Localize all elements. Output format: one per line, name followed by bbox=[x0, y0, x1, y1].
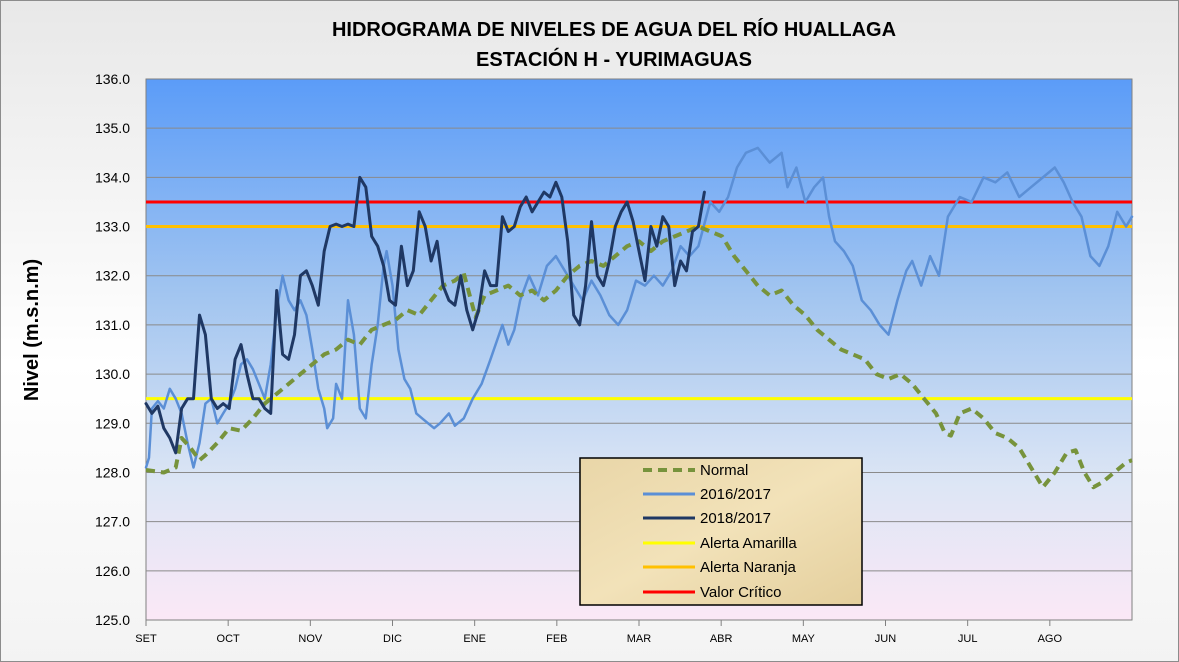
y-tick-label: 125.0 bbox=[95, 612, 130, 628]
legend-label-2016-2017: 2016/2017 bbox=[700, 486, 771, 503]
x-axis-ticks: SET OCT NOV DIC ENE FEB MAR ABR MAY JUN JUL AGO bbox=[135, 620, 1062, 645]
y-axis-label: Nivel (m.s.n.m) bbox=[21, 259, 43, 401]
x-tick-label: FEB bbox=[546, 633, 567, 645]
legend-label-2018-2017: 2018/2017 bbox=[700, 510, 771, 527]
y-tick-label: 126.0 bbox=[95, 563, 130, 579]
x-tick-label: MAY bbox=[792, 633, 816, 645]
legend: Normal 2016/2017 2018/2017 Alerta Amaril… bbox=[579, 457, 863, 606]
x-tick-label: DIC bbox=[383, 633, 402, 645]
legend-label-alerta-naranja: Alerta Naranja bbox=[700, 559, 797, 576]
legend-box bbox=[579, 457, 863, 606]
x-tick-label: AGO bbox=[1038, 633, 1063, 645]
x-tick-label: SET bbox=[135, 633, 157, 645]
y-axis-ticks: 125.0 126.0 127.0 128.0 129.0 130.0 131.0 132.0… bbox=[95, 71, 130, 628]
x-tick-label: JUL bbox=[958, 633, 978, 645]
y-tick-label: 130.0 bbox=[95, 366, 130, 382]
y-tick-label: 131.0 bbox=[95, 317, 130, 333]
x-tick-label: OCT bbox=[217, 633, 241, 645]
y-tick-label: 128.0 bbox=[95, 464, 130, 480]
legend-label-valor-critico: Valor Crítico bbox=[700, 584, 781, 601]
series-line-2016-2017 bbox=[144, 146, 1134, 469]
x-tick-label: ENE bbox=[463, 633, 486, 645]
y-tick-label: 136.0 bbox=[95, 71, 130, 87]
chart-title: HIDROGRAMA DE NIVELES DE AGUA DEL RÍO HU… bbox=[332, 18, 896, 41]
y-tick-label: 132.0 bbox=[95, 268, 130, 284]
series-line-normal bbox=[145, 224, 1133, 490]
x-tick-label: ABR bbox=[710, 633, 733, 645]
series-line-2018-2017 bbox=[144, 175, 706, 455]
y-tick-label: 135.0 bbox=[95, 120, 130, 136]
chart-subtitle: ESTACIÓN H - YURIMAGUAS bbox=[476, 47, 752, 71]
y-tick-label: 133.0 bbox=[95, 219, 130, 235]
y-tick-label: 127.0 bbox=[95, 514, 130, 530]
legend-label-alerta-amarilla: Alerta Amarilla bbox=[700, 535, 797, 552]
x-tick-label: MAR bbox=[627, 633, 652, 645]
x-tick-label: JUN bbox=[875, 633, 896, 645]
x-tick-label: NOV bbox=[298, 633, 323, 645]
y-tick-label: 129.0 bbox=[95, 415, 130, 431]
series-layer bbox=[144, 146, 1134, 490]
y-tick-label: 134.0 bbox=[95, 169, 130, 185]
legend-label-normal: Normal bbox=[700, 462, 748, 479]
